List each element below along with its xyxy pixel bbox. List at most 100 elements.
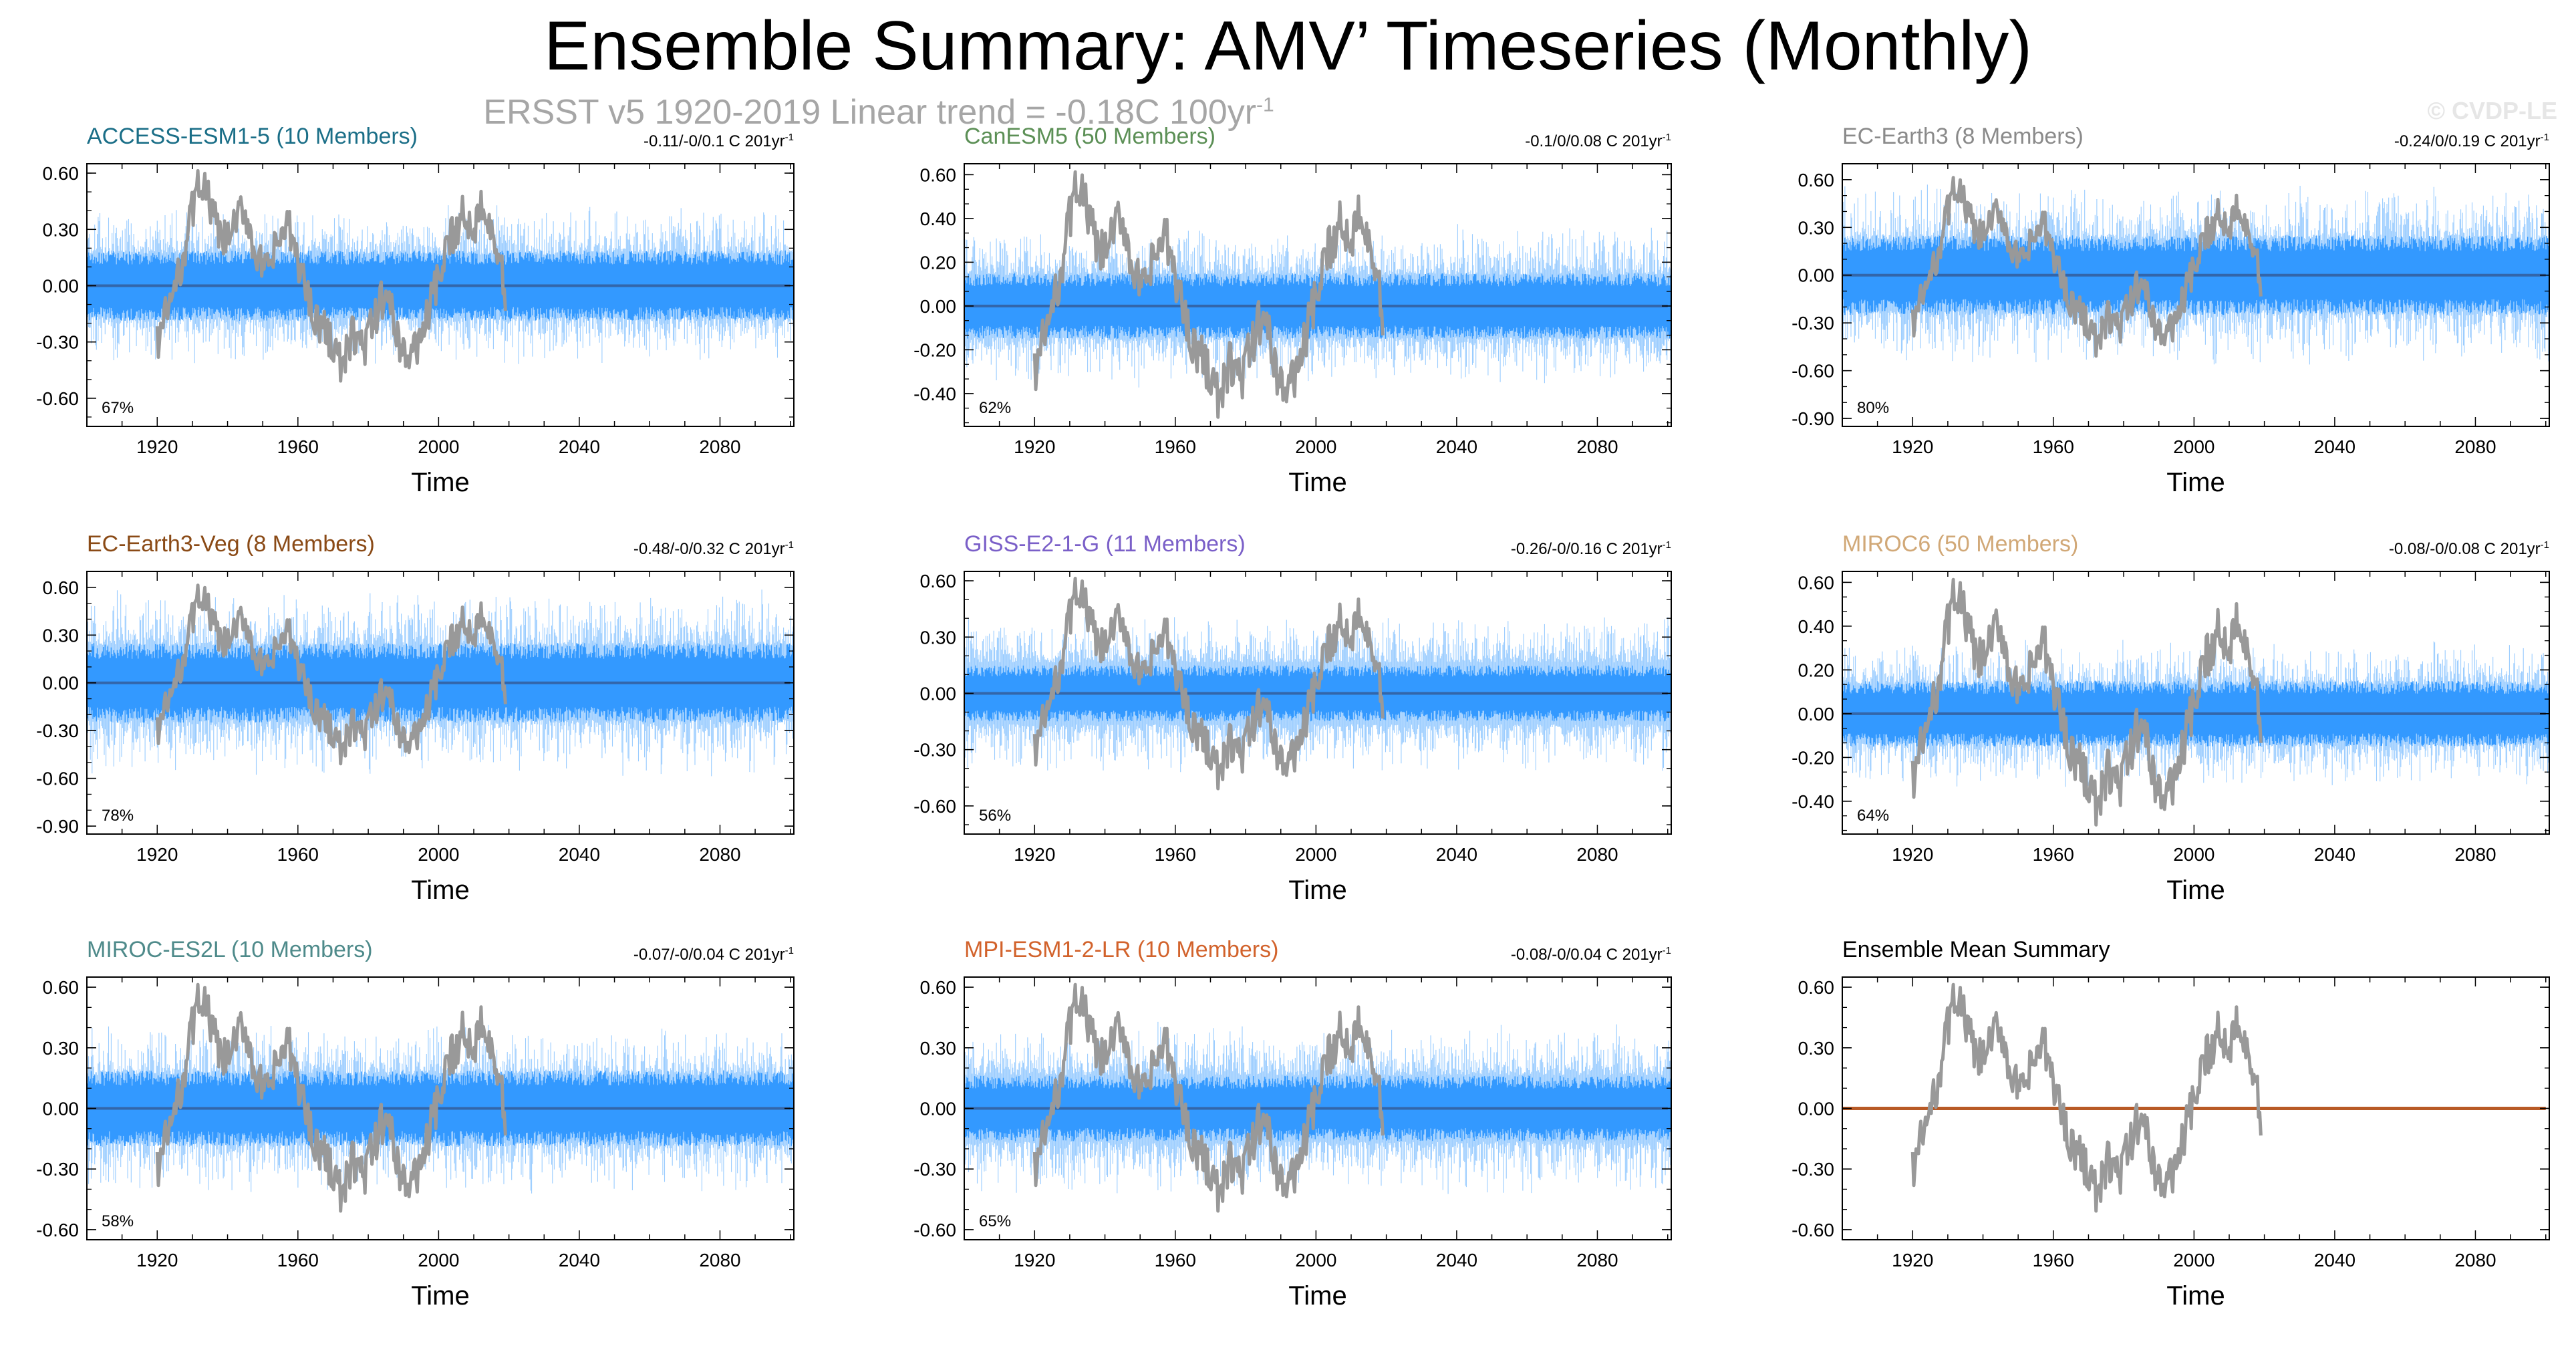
percent-annotation: 78% [102, 807, 134, 825]
plot-frame [1842, 571, 2550, 835]
x-axis-label: Time [411, 468, 470, 497]
x-tick-label: 1960 [2033, 844, 2074, 865]
x-tick-label: 2080 [2454, 436, 2496, 457]
observations-line [155, 583, 507, 766]
y-tick-label: 0.00 [43, 1099, 80, 1119]
x-axis-label: Time [1288, 468, 1347, 497]
y-tick-label: 0.30 [43, 1038, 80, 1059]
percent-annotation: 58% [102, 1212, 134, 1230]
y-tick-label: -0.60 [36, 388, 79, 409]
y-tick-label: -0.60 [1792, 361, 1834, 382]
y-tick-label: 0.60 [1798, 572, 1835, 593]
y-tick-label: 0.60 [1798, 977, 1835, 998]
x-tick-label: 2080 [2454, 844, 2496, 865]
plot-frame [86, 571, 795, 835]
trend-value: -0.08/-0/0.08 C 201yr [2388, 540, 2541, 558]
percent-annotation: 65% [979, 1212, 1011, 1230]
x-axis-label: Time [2166, 468, 2225, 497]
trend-value: -0.11/-0/0.1 C 201yr [643, 132, 785, 150]
x-axis-label: Time [2166, 875, 2225, 905]
chart-svg: 1920 1960 2000 2040 2080 0.60 0.30 0.00 -0.30 -0.… [1792, 163, 2550, 457]
x-tick-label: 1960 [2033, 1250, 2074, 1270]
panel-title: MPI-ESM1-2-LR (10 Members) [964, 937, 1279, 962]
chart-svg: 1920 1960 2000 2040 2080 0.60 0.30 0.00 -0.30 -0.… [913, 571, 1672, 865]
observations-line [1032, 982, 1385, 1213]
x-tick-label: 1960 [277, 844, 319, 865]
chart-panel-8: MPI-ESM1-2-LR (10 Members) -0.08/-0/0.04 … [877, 924, 1678, 1320]
trend-text: -0.08/-0/0.04 C 201yr-1 [1511, 945, 1671, 964]
y-tick-label: 0.40 [1798, 616, 1835, 637]
x-tick-label: 2000 [1295, 844, 1336, 865]
panel-title: CanESM5 (50 Members) [964, 124, 1216, 149]
y-tick-label: 0.00 [1798, 704, 1835, 724]
x-tick-label: 2000 [2173, 1250, 2214, 1270]
trend-exponent: -1 [1662, 945, 1671, 956]
chart-svg: 1920 1960 2000 2040 2080 0.60 0.40 0.20 0.00 -0.2… [913, 163, 1672, 457]
x-tick-label: 1920 [1014, 844, 1055, 865]
panel-title: EC-Earth3-Veg (8 Members) [87, 531, 375, 557]
y-tick-label: -0.20 [1792, 747, 1834, 768]
credit-watermark: © CVDP-LE [2427, 97, 2557, 124]
x-tick-label: 2040 [1436, 1250, 1477, 1270]
trend-value: -0.08/-0/0.04 C 201yr [1510, 946, 1663, 964]
trend-exponent: -1 [784, 132, 794, 143]
y-tick-label: -0.40 [913, 384, 956, 404]
panel-title: MIROC-ES2L (10 Members) [87, 937, 373, 962]
y-tick-label: 0.60 [43, 977, 80, 998]
y-tick-label: 0.00 [1798, 265, 1835, 286]
x-tick-label: 2040 [2314, 436, 2355, 457]
x-tick-label: 2000 [1295, 1250, 1336, 1270]
x-axis-label: Time [1288, 875, 1347, 905]
y-tick-label: 0.60 [1798, 170, 1835, 190]
x-tick-label: 1920 [1892, 1250, 1933, 1270]
x-tick-label: 1960 [1155, 844, 1196, 865]
y-tick-label: 0.30 [43, 219, 80, 240]
trend-text: -0.07/-0/0.04 C 201yr-1 [633, 945, 794, 964]
observations-line [1032, 170, 1385, 419]
panel-title: EC-Earth3 (8 Members) [1842, 124, 2084, 149]
y-tick-label: 0.60 [920, 164, 957, 185]
trend-text: -0.26/-0/0.16 C 201yr-1 [1511, 539, 1671, 559]
trend-exponent: -1 [1662, 539, 1671, 551]
chart-svg: 1920 1960 2000 2040 2080 0.60 0.30 0.00 -0.30 -0.… [1792, 976, 2550, 1270]
x-tick-label: 2000 [2173, 844, 2214, 865]
x-tick-label: 1920 [136, 844, 178, 865]
y-tick-label: 0.30 [43, 625, 80, 646]
x-tick-label: 2000 [418, 1250, 459, 1270]
chart-panel-7: MIROC-ES2L (10 Members) -0.07/-0/0.04 C 2… [0, 924, 801, 1320]
chart-panel-4: EC-Earth3-Veg (8 Members) -0.48/-0/0.32 C… [0, 518, 801, 914]
chart-svg: 1920 1960 2000 2040 2080 0.60 0.30 0.00 -0.30 -0.… [36, 571, 795, 865]
x-tick-label: 1920 [1014, 1250, 1055, 1270]
y-tick-label: 0.30 [1798, 1038, 1835, 1059]
x-tick-label: 2040 [559, 436, 600, 457]
y-tick-label: -0.30 [36, 332, 79, 353]
x-tick-label: 1960 [2033, 436, 2074, 457]
x-tick-label: 2080 [1576, 436, 1618, 457]
trend-text: -0.08/-0/0.08 C 201yr-1 [2389, 539, 2549, 559]
x-tick-label: 1960 [1155, 1250, 1196, 1270]
x-tick-label: 2080 [699, 844, 740, 865]
y-tick-label: -0.30 [913, 1159, 956, 1180]
y-tick-label: 0.60 [920, 571, 957, 591]
chart-panel-9: Ensemble Mean Summary 1920 1960 2000 2040 208… [1755, 924, 2556, 1320]
y-tick-label: -0.40 [1792, 791, 1834, 812]
y-tick-label: -0.60 [1792, 1220, 1834, 1240]
y-tick-label: 0.30 [1798, 217, 1835, 238]
y-tick-label: -0.90 [1792, 408, 1834, 429]
y-tick-label: 0.60 [920, 977, 957, 998]
y-tick-label: -0.20 [913, 340, 956, 360]
x-tick-label: 2000 [418, 436, 459, 457]
chart-svg: 1920 1960 2000 2040 2080 0.60 0.40 0.20 0.00 -0.2… [1792, 571, 2550, 865]
y-tick-label: 0.00 [920, 296, 957, 317]
y-tick-label: -0.60 [36, 1220, 79, 1240]
x-tick-label: 2040 [1436, 844, 1477, 865]
trend-value: -0.24/0/0.19 C 201yr [2394, 132, 2541, 150]
plot-frame [1842, 163, 2550, 427]
panel-title: Ensemble Mean Summary [1842, 937, 2110, 962]
chart-svg: 1920 1960 2000 2040 2080 0.60 0.30 0.00 -0.30 -0.… [913, 976, 1672, 1270]
x-tick-label: 2040 [2314, 1250, 2355, 1270]
y-tick-label: -0.30 [913, 740, 956, 761]
x-tick-label: 2000 [1295, 436, 1336, 457]
y-tick-label: -0.30 [36, 1159, 79, 1180]
